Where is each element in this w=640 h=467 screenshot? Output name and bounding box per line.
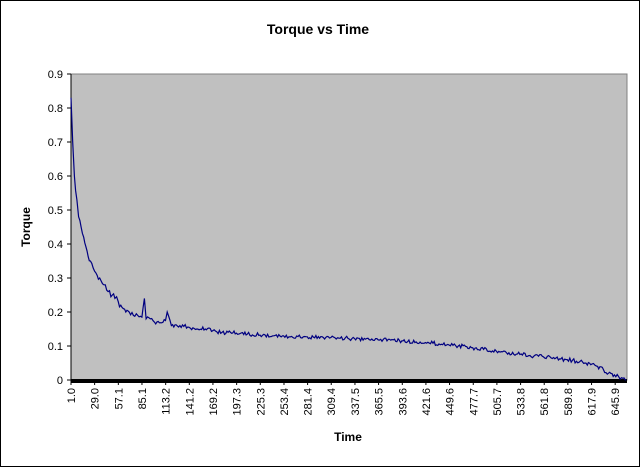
x-tick-label: 141.2: [184, 388, 196, 416]
x-tick-label: 505.7: [492, 388, 504, 416]
x-tick-label: 365.5: [374, 388, 386, 416]
y-tick-label: 0.7: [48, 137, 63, 149]
x-tick-label: 225.3: [255, 388, 267, 416]
x-tick-label: 113.2: [161, 388, 173, 415]
y-tick-label: 0.2: [48, 307, 63, 319]
x-axis-line: [71, 379, 627, 383]
chart-title: Torque vs Time: [267, 21, 369, 37]
y-tick-label: 0.6: [48, 171, 63, 183]
y-tick-label: 0.5: [48, 205, 63, 217]
x-tick-label: 197.3: [232, 388, 244, 416]
x-tick-label: 421.6: [421, 388, 433, 416]
x-tick-label: 29.0: [90, 388, 102, 409]
torque-series-line: [70, 97, 627, 381]
x-tick-label: 1.0: [66, 388, 78, 403]
y-tick-label: 0: [57, 375, 63, 387]
x-tick-label: 449.6: [445, 388, 457, 416]
x-tick-label: 617.9: [587, 388, 599, 416]
x-tick-label: 253.4: [279, 388, 291, 416]
x-tick-label: 169.2: [208, 388, 220, 416]
x-tick-label: 85.1: [137, 388, 149, 409]
y-axis: 0 0.1 0.2 0.3 0.4 0.5 0.6 0.7 0.8 0.9: [48, 69, 72, 387]
y-axis-title: Torque: [19, 207, 33, 247]
x-tick-label: 561.8: [539, 388, 551, 416]
x-axis: 1.0 29.0 57.1 85.1 113.2 141.2 169.2 197.3 225.3…: [66, 379, 627, 416]
y-tick-label: 0.8: [48, 103, 63, 115]
y-tick-label: 0.3: [48, 273, 63, 285]
x-tick-label: 533.8: [516, 388, 528, 416]
plot-area: [70, 73, 628, 381]
x-tick-label: 309.4: [326, 388, 338, 416]
x-tick-label: 393.6: [397, 388, 409, 416]
y-tick-label: 0.9: [48, 69, 63, 81]
y-tick-label: 0.1: [48, 341, 63, 353]
x-tick-label: 337.5: [350, 388, 362, 416]
x-tick-label: 57.1: [113, 388, 125, 409]
y-tick-label: 0.4: [48, 239, 63, 251]
x-tick-label: 645.9: [610, 388, 622, 416]
x-tick-label: 589.8: [563, 388, 575, 416]
x-tick-label: 477.7: [468, 388, 480, 416]
x-tick-label: 281.4: [303, 388, 315, 416]
x-axis-title: Time: [334, 430, 362, 444]
